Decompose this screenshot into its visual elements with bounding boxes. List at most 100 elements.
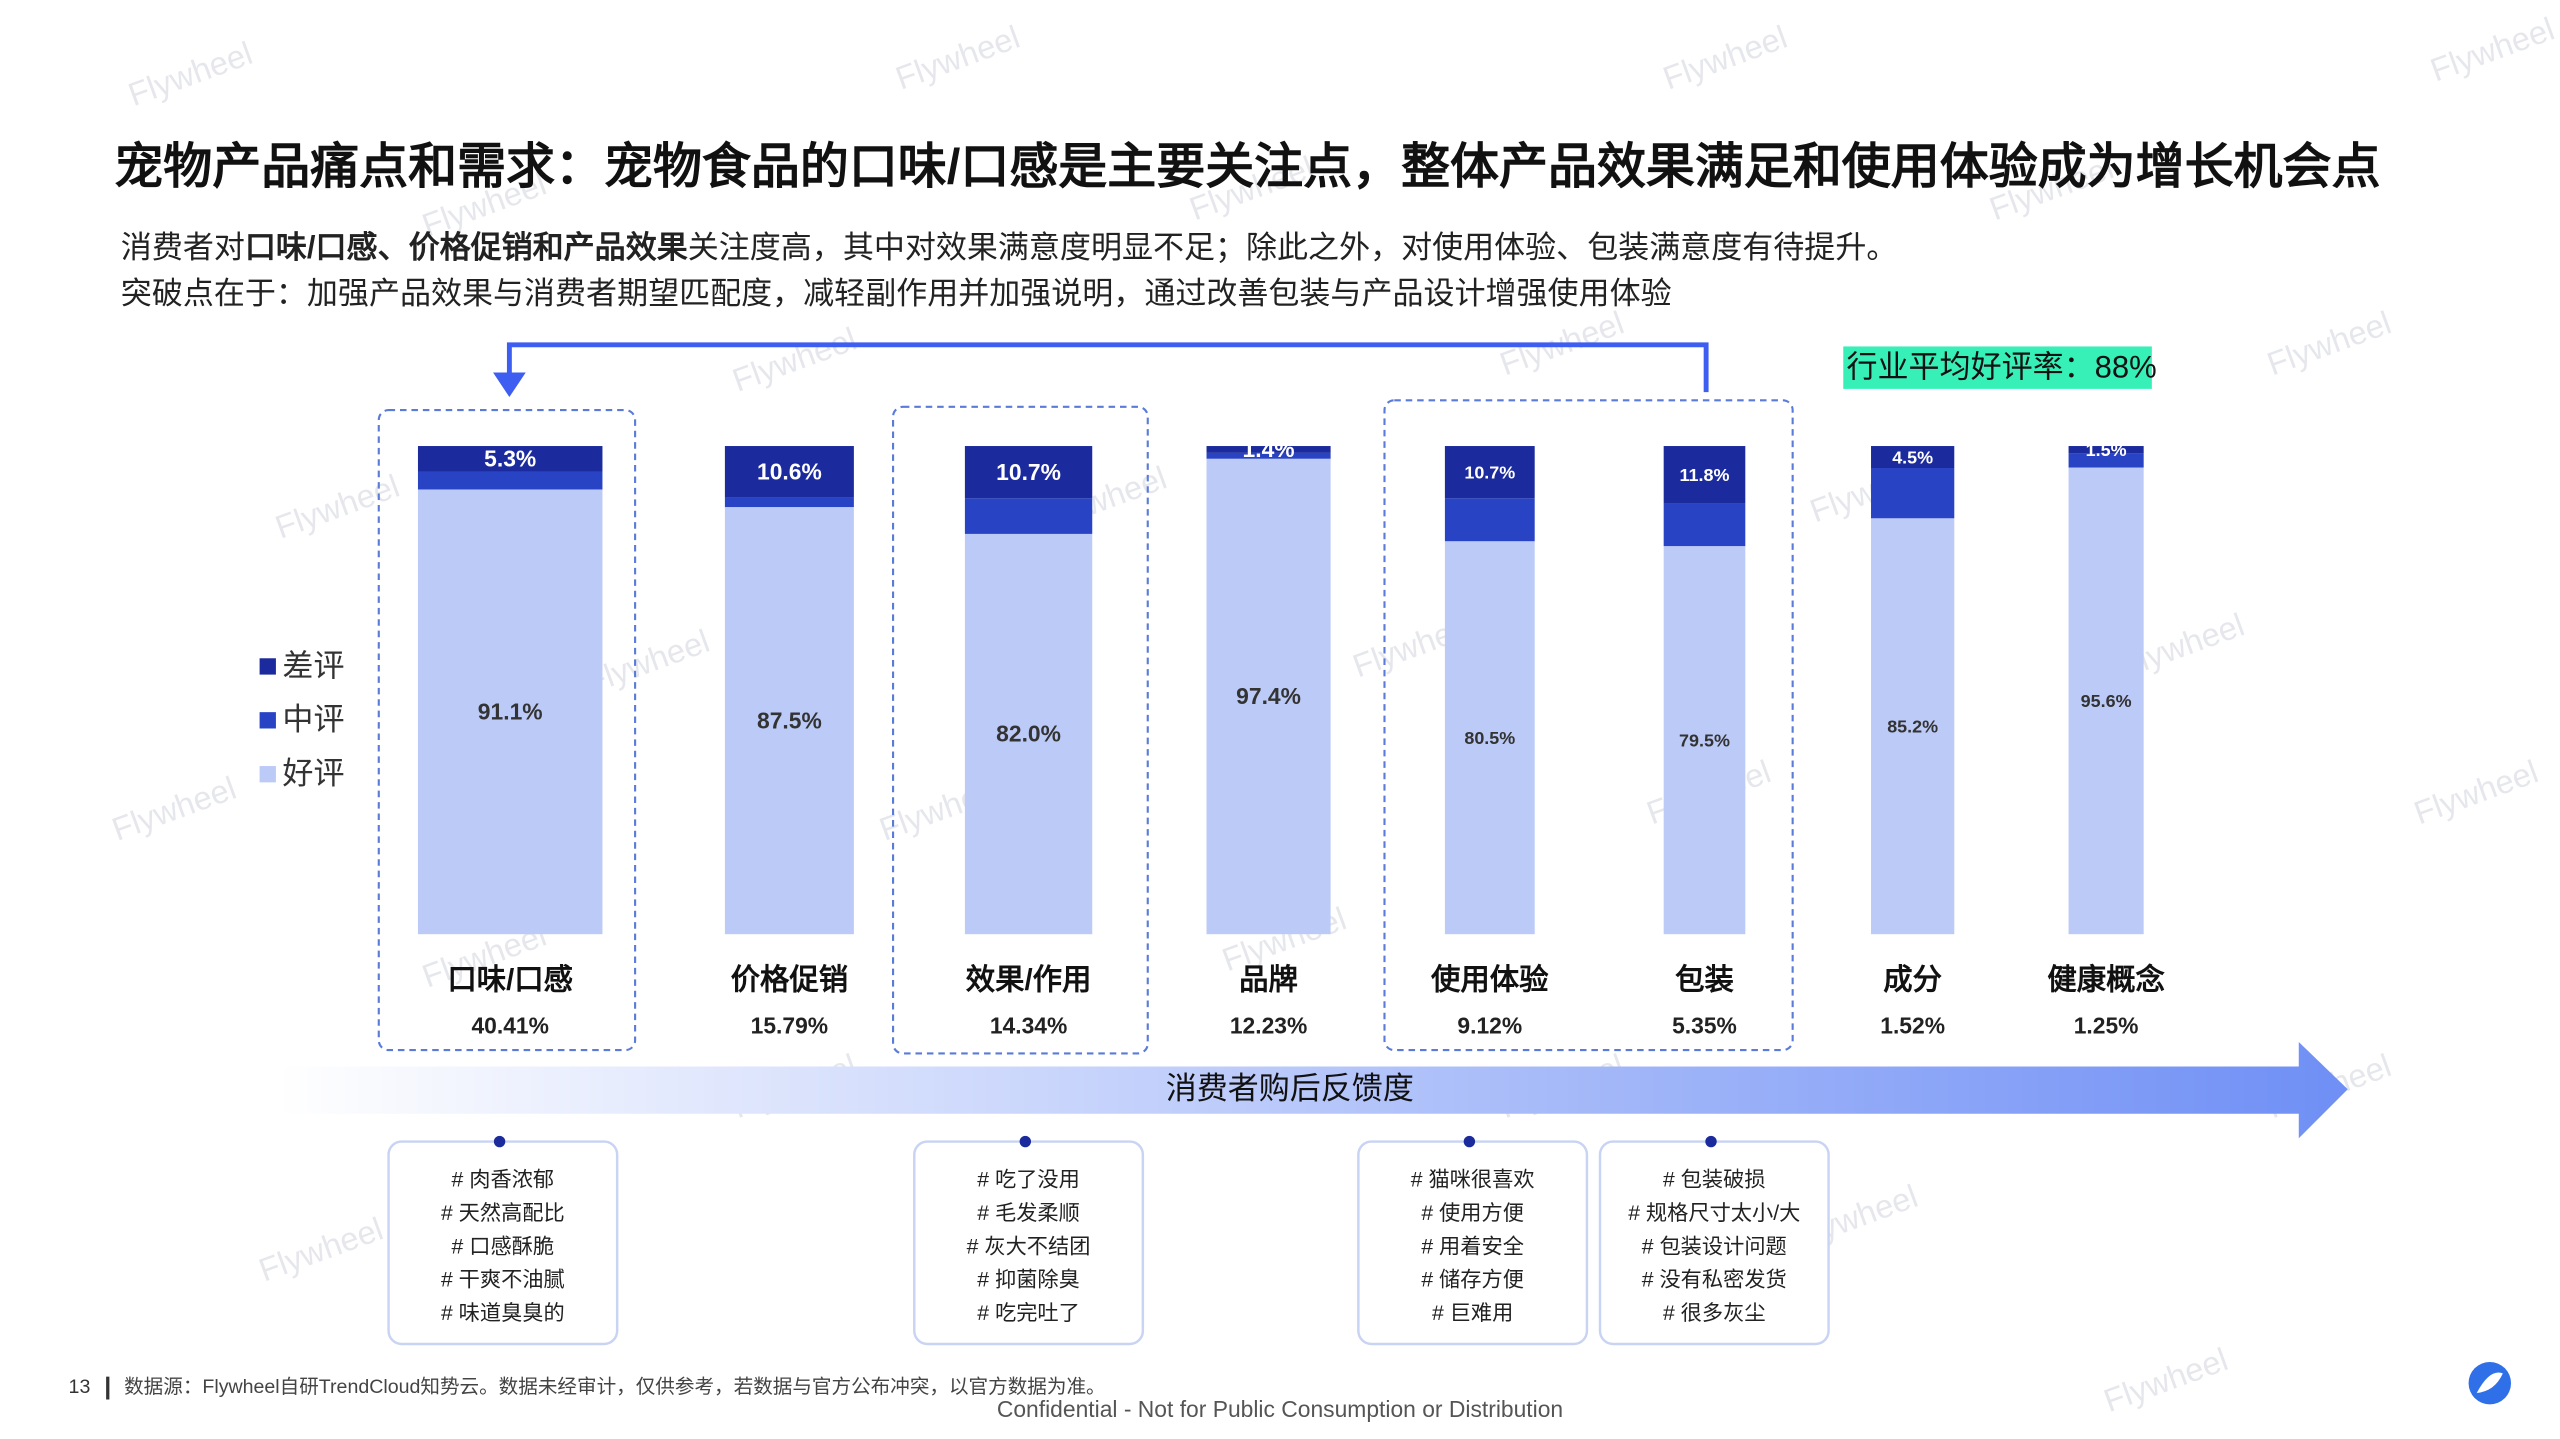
data-label: 4.5% xyxy=(1892,447,1933,467)
bar-segment xyxy=(724,446,854,498)
highlight-box xyxy=(892,405,1149,1055)
watermark: Flywheel xyxy=(2099,1340,2233,1419)
data-label: 10.7% xyxy=(996,459,1061,485)
bar-segment xyxy=(964,533,1093,935)
category-label: 价格促销 xyxy=(731,963,849,996)
logo-mark xyxy=(2476,1372,2503,1393)
data-label: 85.2% xyxy=(1887,717,1938,737)
category-label: 包装 xyxy=(1675,962,1734,996)
bar-segment xyxy=(1444,541,1535,935)
connector xyxy=(506,342,1709,393)
chart: 91.1% 5.3% 口味/口感 40.41% 87.5% 10.6% 价格促销 15.79%… xyxy=(259,436,2165,1038)
bar-segment xyxy=(724,497,854,508)
tag: # 巨难用 xyxy=(1432,1301,1513,1325)
separator xyxy=(106,1376,110,1400)
legend-label: 好评 xyxy=(282,756,344,791)
bar-segment xyxy=(1444,446,1535,499)
data-label: 80.5% xyxy=(1464,728,1515,748)
category-label: 效果/作用 xyxy=(966,963,1092,996)
data-label: 5.3% xyxy=(484,446,536,472)
watermark: Flywheel xyxy=(1658,18,1792,97)
arrow-head xyxy=(493,372,526,398)
legend-swatch xyxy=(259,658,276,675)
watermark: Flywheel xyxy=(270,467,404,546)
flow-arrow xyxy=(277,1041,2348,1139)
category-label: 使用体验 xyxy=(1430,962,1549,996)
tag: # 包装设计问题 xyxy=(1642,1234,1787,1258)
data-label: 95.6% xyxy=(2081,691,2132,711)
data-label: 91.1% xyxy=(478,698,543,724)
data-label: 10.6% xyxy=(757,459,822,485)
tag: # 口感酥脆 xyxy=(452,1234,555,1258)
data-label: 87.5% xyxy=(757,707,822,733)
share-label: 1.25% xyxy=(2074,1012,2139,1038)
tag: # 吃完吐了 xyxy=(977,1301,1080,1325)
bar-segment xyxy=(2068,467,2144,935)
tag: # 天然高配比 xyxy=(441,1201,565,1225)
watermark: Flywheel xyxy=(2262,304,2396,383)
bar-segment xyxy=(2068,446,2144,454)
tag-dot xyxy=(1705,1135,1717,1148)
watermark: Flywheel xyxy=(123,34,257,113)
share-label: 15.79% xyxy=(751,1012,828,1038)
legend-label: 差评 xyxy=(282,648,344,683)
tag: # 肉香浓郁 xyxy=(452,1167,555,1191)
category-label: 健康概念 xyxy=(2047,962,2165,996)
bar-segment xyxy=(1206,452,1331,459)
data-label: 79.5% xyxy=(1679,731,1730,751)
bar-segment xyxy=(1206,458,1331,935)
data-label: 97.4% xyxy=(1236,683,1301,709)
share-label: 14.34% xyxy=(990,1012,1067,1038)
share-label: 9.12% xyxy=(1457,1012,1522,1038)
watermark: Flywheel xyxy=(107,769,241,848)
bar-segment xyxy=(417,489,603,935)
data-label: 82.0% xyxy=(996,721,1061,747)
tag: # 猫咪很喜欢 xyxy=(1411,1167,1535,1191)
category-label: 口味/口感 xyxy=(447,963,573,996)
tag-boxes: # 肉香浓郁 # 天然高配比 # 口感酥脆 # 干爽不油腻 # 味道臭臭的 # 吃了没用 #… xyxy=(387,1135,1830,1346)
title: 宠物产品痛点和需求：宠物食品的口味/口感是主要关注点，整体产品效果满足和使用体验… xyxy=(114,140,2380,194)
watermark: Flywheel xyxy=(254,1210,388,1289)
share-label: 40.41% xyxy=(471,1012,548,1038)
bar-segment xyxy=(417,471,603,490)
subtitle-bold: 口味/口感、价格促销和产品效果 xyxy=(245,230,688,265)
data-label: 11.8% xyxy=(1680,465,1730,485)
bar-segment xyxy=(964,498,1093,534)
share-label: 1.52% xyxy=(1880,1012,1945,1038)
subtitle: 消费者对口味/口感、价格促销和产品效果关注度高，其中对效果满意度明显不足；除此之… xyxy=(121,230,1898,265)
tag: # 储存方便 xyxy=(1421,1268,1524,1292)
bar-segment xyxy=(417,446,603,472)
tag: # 毛发柔顺 xyxy=(977,1201,1080,1225)
bar-segment xyxy=(1663,546,1746,935)
bar-segment xyxy=(1871,467,1955,519)
tag: # 干爽不油腻 xyxy=(441,1268,565,1292)
tag: # 很多灰尘 xyxy=(1663,1301,1766,1325)
tag: # 抑菌除臭 xyxy=(977,1268,1080,1292)
bar-segment xyxy=(1663,446,1746,504)
bar-segment xyxy=(1206,446,1331,453)
tag: # 味道臭臭的 xyxy=(441,1301,565,1325)
highlight-box xyxy=(1383,399,1794,1052)
source: 数据源：Flywheel自研TrendCloud知势云。数据未经审计，仅供参考，… xyxy=(124,1376,1106,1398)
bar-segment xyxy=(2068,453,2144,468)
bar-segment xyxy=(724,507,854,935)
tag: # 使用方便 xyxy=(1421,1201,1524,1225)
data-label: 1.5% xyxy=(2086,440,2127,460)
legend-swatch xyxy=(259,766,276,783)
tag: # 用着安全 xyxy=(1421,1234,1524,1258)
watermark: Flywheel xyxy=(727,320,861,399)
tag: # 包装破损 xyxy=(1663,1167,1766,1191)
bar-segment xyxy=(1871,446,1955,468)
annotation: 行业平均好评率：88% xyxy=(1847,349,2157,384)
axis-label: 消费者购后反馈度 xyxy=(1166,1071,1414,1106)
page-number: 13 xyxy=(69,1376,91,1398)
bar-segment xyxy=(1871,518,1955,935)
annotation-bg xyxy=(1843,346,2152,389)
watermark: Flywheel xyxy=(891,18,1025,97)
share-label: 5.35% xyxy=(1672,1012,1737,1038)
bar-segment xyxy=(1444,498,1535,542)
watermark: Flywheel xyxy=(2425,10,2559,89)
legend-label: 中评 xyxy=(282,702,344,737)
